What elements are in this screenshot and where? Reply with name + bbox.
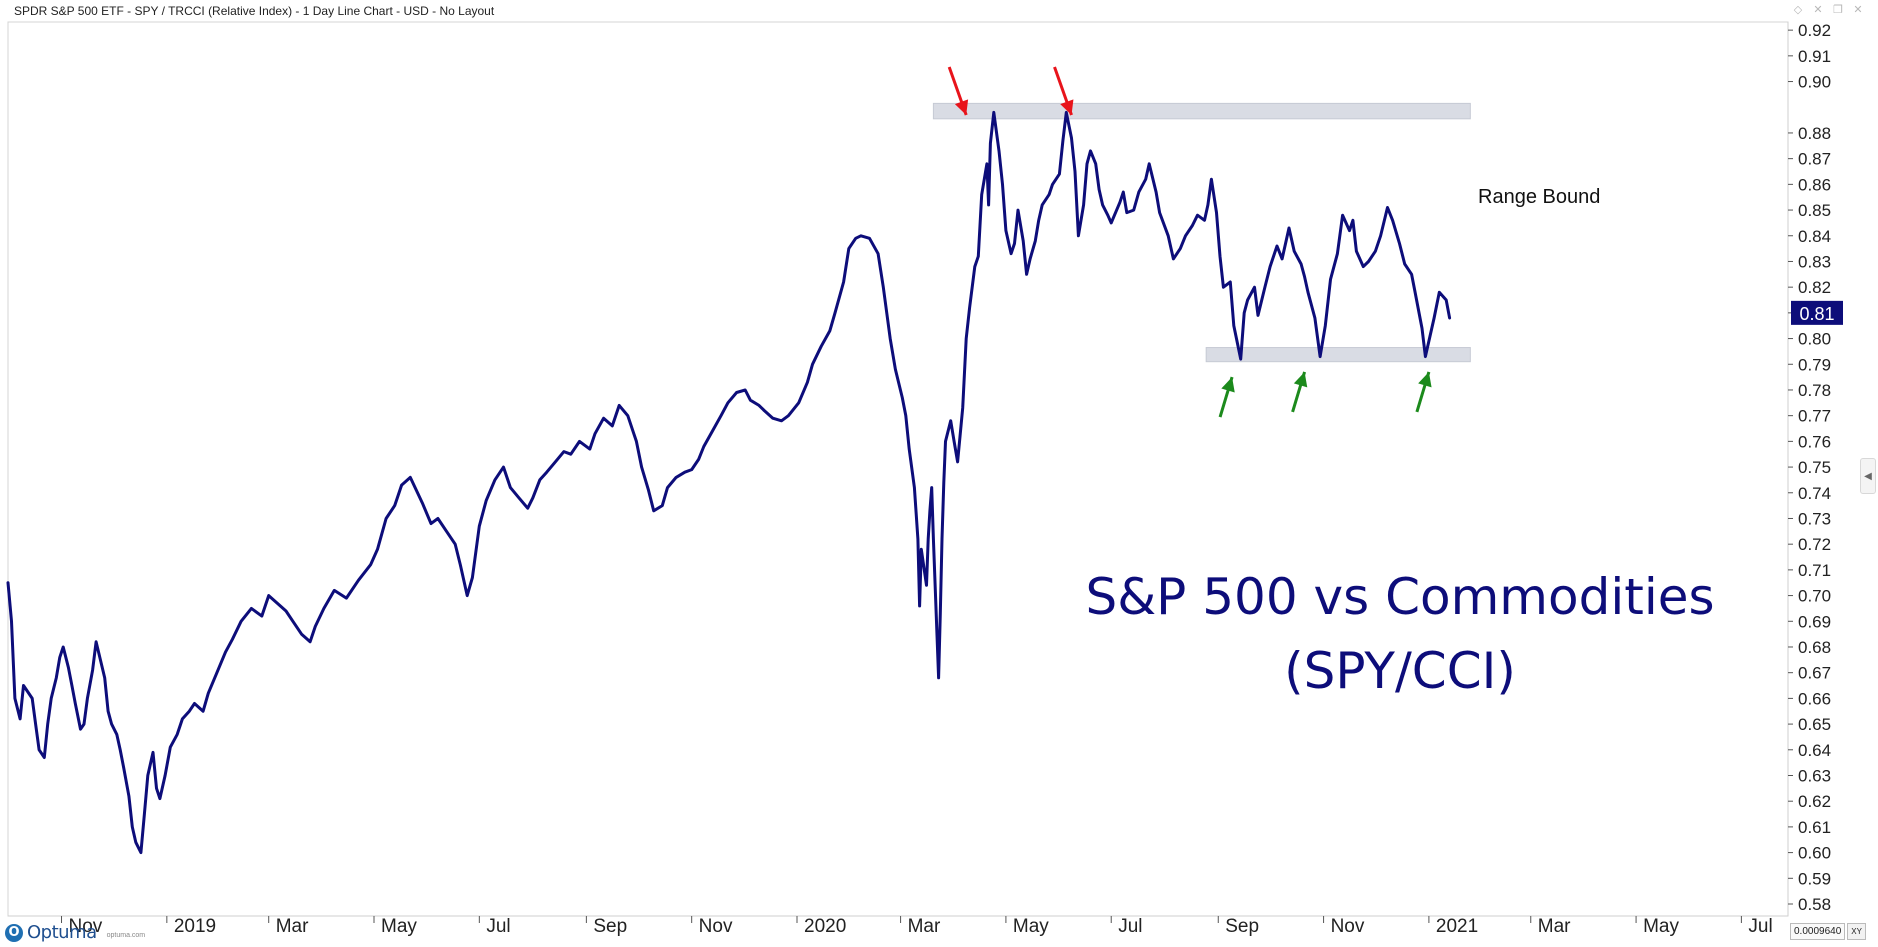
- y-tick-label: 0.75: [1798, 458, 1831, 477]
- last-value-label: 0.81: [1799, 304, 1834, 324]
- chart-header-title: SPDR S&P 500 ETF - SPY / TRCCI (Relative…: [14, 4, 495, 18]
- y-tick-label: 0.88: [1798, 124, 1831, 143]
- cursor-value-readout: 0.0009640: [1790, 923, 1846, 940]
- x-tick-label: Nov: [69, 916, 103, 937]
- y-tick-label: 0.62: [1798, 792, 1831, 811]
- y-tick-label: 0.63: [1798, 766, 1831, 785]
- support-band: [1205, 347, 1471, 363]
- x-tick-label: Jul: [486, 916, 510, 937]
- logo-url: optuma.com: [106, 932, 146, 939]
- x-tick-label: 2019: [174, 916, 216, 937]
- green-arrow-icon: [1415, 371, 1432, 413]
- logo-text: Optuma: [27, 922, 97, 943]
- x-tick-label: 2021: [1436, 916, 1478, 937]
- y-tick-label: 0.90: [1798, 73, 1831, 92]
- y-tick-label: 0.76: [1798, 432, 1831, 451]
- range-bound-label: Range Bound: [1478, 186, 1601, 208]
- x-tick-label: Jul: [1118, 916, 1142, 937]
- y-tick-label: 0.67: [1798, 664, 1831, 683]
- y-tick-label: 0.77: [1798, 407, 1831, 426]
- green-arrow-icon: [1291, 371, 1308, 413]
- y-tick-label: 0.61: [1798, 818, 1831, 837]
- series-line[interactable]: [6, 110, 1452, 855]
- y-tick-label: 0.92: [1798, 21, 1831, 40]
- y-tick-label: 0.84: [1798, 227, 1831, 246]
- plot-area-frame: [7, 21, 1789, 917]
- y-tick-label: 0.72: [1798, 535, 1831, 554]
- y-tick-label: 0.64: [1798, 741, 1831, 760]
- chart-annotation-title: S&P 500 vs Commodities (SPY/CCI): [1050, 560, 1750, 708]
- y-tick-label: 0.74: [1798, 484, 1831, 503]
- y-tick-label: 0.69: [1798, 612, 1831, 631]
- y-tick-label: 0.82: [1798, 278, 1831, 297]
- xy-toggle-button[interactable]: XY: [1847, 923, 1866, 940]
- y-tick-label: 0.79: [1798, 355, 1831, 374]
- chart-annotation-title-line1: S&P 500 vs Commodities: [1085, 568, 1715, 626]
- red-arrow-icon: [947, 66, 969, 116]
- x-tick-label: Mar: [908, 916, 941, 937]
- last-value-box: [1791, 300, 1843, 325]
- optuma-logo-icon: O: [5, 923, 23, 942]
- x-tick-label: Sep: [593, 916, 627, 937]
- y-tick-label: 0.59: [1798, 869, 1831, 888]
- x-tick-label: Sep: [1225, 916, 1259, 937]
- chevron-left-icon: ◀: [1864, 470, 1872, 482]
- x-tick-label: Mar: [276, 916, 309, 937]
- y-tick-label: 0.78: [1798, 381, 1831, 400]
- restore-window-icon[interactable]: ❐: [1833, 4, 1843, 16]
- optuma-logo: O Optuma optuma.com: [5, 922, 145, 943]
- x-tick-label: Jul: [1748, 916, 1772, 937]
- y-tick-label: 0.58: [1798, 895, 1831, 914]
- chart-annotation-title-line2: (SPY/CCI): [1284, 642, 1516, 700]
- y-tick-label: 0.68: [1798, 638, 1831, 657]
- cursor-readout-bar: 0.0009640 XY: [1790, 923, 1866, 940]
- y-tick-label: 0.60: [1798, 844, 1831, 863]
- x-tick-label: Mar: [1538, 916, 1571, 937]
- y-tick-label: 0.80: [1798, 330, 1831, 349]
- y-tick-label: 0.70: [1798, 587, 1831, 606]
- y-tick-label: 0.65: [1798, 715, 1831, 734]
- y-tick-label: 0.66: [1798, 689, 1831, 708]
- y-tick-label: 0.71: [1798, 561, 1831, 580]
- x-tick-label: May: [1013, 916, 1049, 937]
- x-tick-label: Nov: [699, 916, 733, 937]
- y-tick-label: 0.73: [1798, 509, 1831, 528]
- y-tick-label: 0.87: [1798, 150, 1831, 169]
- diamond-icon[interactable]: ◇: [1793, 4, 1803, 16]
- collapse-panel-button[interactable]: ◀: [1860, 458, 1876, 494]
- y-tick-label: 0.91: [1798, 47, 1831, 66]
- close-icon[interactable]: ✕: [1853, 4, 1863, 16]
- resistance-band: [932, 102, 1471, 120]
- y-tick-label: 0.86: [1798, 175, 1831, 194]
- window-controls: ◇ ✕ ❐ ✕: [1792, 2, 1864, 18]
- x-tick-label: Nov: [1331, 916, 1365, 937]
- y-tick-label: 0.83: [1798, 252, 1831, 271]
- green-arrow-icon: [1218, 376, 1235, 418]
- x-tick-label: May: [1643, 916, 1679, 937]
- x-tick-label: May: [381, 916, 417, 937]
- x-tick-label: 2020: [804, 916, 846, 937]
- red-arrow-icon: [1053, 66, 1074, 116]
- y-tick-label: 0.85: [1798, 201, 1831, 220]
- pin-icon[interactable]: ✕: [1813, 4, 1823, 16]
